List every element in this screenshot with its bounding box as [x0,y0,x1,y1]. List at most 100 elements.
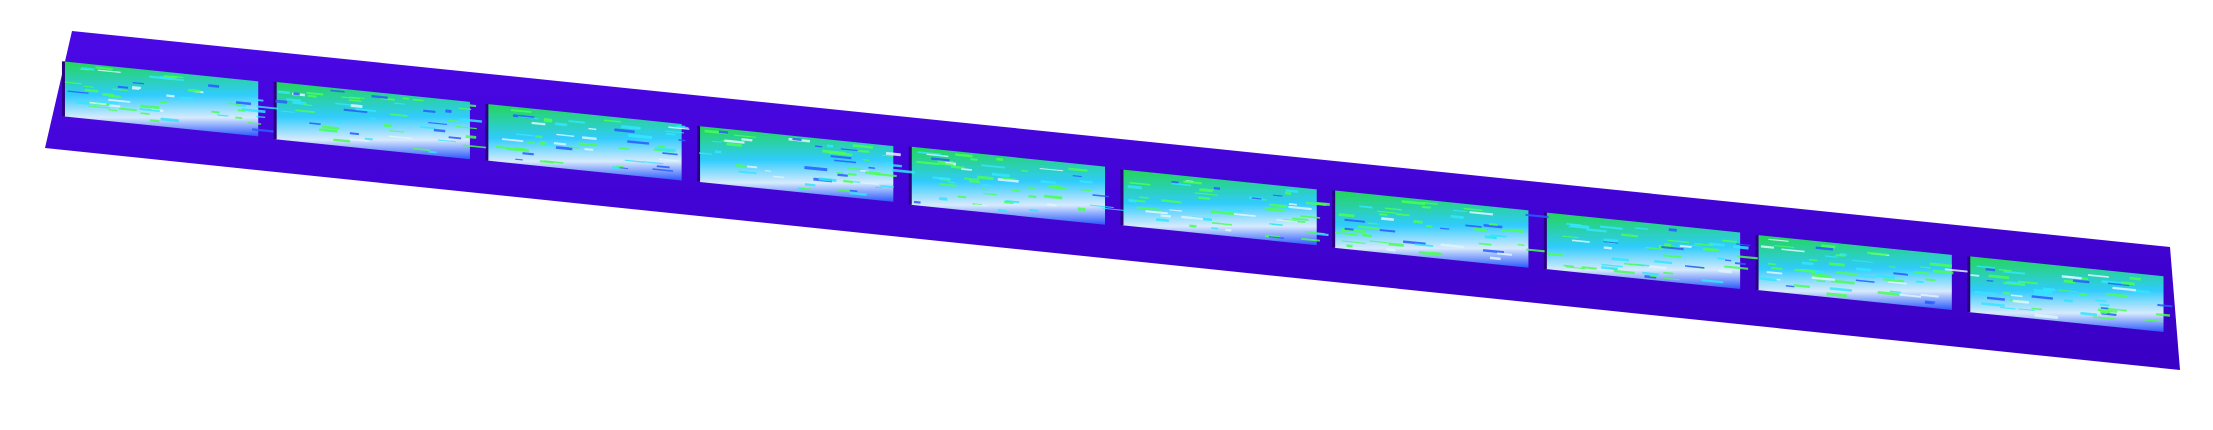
texture-stroke [1510,228,1524,233]
texture-stroke [1986,296,2005,301]
texture-stroke [318,128,338,133]
texture-stroke [1284,191,1292,195]
texture-stroke [1733,245,1749,250]
texture-stroke [1888,266,1896,268]
texture-stroke [1875,274,1896,279]
relief-segment [1968,256,2164,333]
texture-stroke [1092,194,1110,198]
texture-stroke [804,183,816,187]
texture-stroke [1925,278,1936,282]
texture-stroke [1883,278,1904,283]
texture-stroke [371,94,388,99]
texture-stroke [502,138,524,143]
texture-stroke [1156,218,1170,223]
texture-stroke [1684,265,1705,269]
texture-stroke [950,165,965,170]
texture-stroke [251,128,274,133]
texture-stroke [1771,266,1783,271]
texture-stroke [2017,280,2038,285]
texture-stroke [1171,180,1179,185]
texture-stroke [1642,271,1660,276]
texture-stroke [865,171,881,176]
texture-stroke [2031,307,2043,311]
texture-stroke [341,96,360,100]
texture-stroke [804,166,828,172]
texture-stroke [2120,281,2135,286]
texture-stroke [241,108,266,114]
texture-stroke [118,107,137,112]
relief-segment [1121,169,1317,246]
texture-stroke [618,147,629,150]
texture-stroke [891,168,915,174]
texture-stroke [1603,246,1612,250]
texture-stroke [1421,205,1431,209]
texture-stroke [1314,232,1329,237]
texture-stroke [1264,207,1285,213]
texture-stroke [80,67,95,71]
texture-stroke [1425,225,1433,228]
texture-stroke [303,104,312,107]
texture-stroke [306,91,324,96]
texture-stroke [518,116,539,120]
texture-stroke [1774,245,1794,248]
texture-stroke [1316,201,1330,206]
texture-stroke [1603,238,1618,243]
texture-stroke [847,172,857,176]
texture-stroke [1601,263,1623,268]
texture-stroke [1344,227,1354,231]
texture-stroke [1920,266,1932,269]
texture-stroke [131,87,140,90]
texture-stroke [1835,271,1858,276]
texture-stroke [624,159,645,163]
texture-stroke [1381,217,1394,222]
texture-stroke [463,144,487,149]
texture-stroke [746,165,758,169]
texture-stroke [211,110,220,114]
texture-stroke [1181,215,1204,221]
texture-stroke [1781,248,1805,253]
texture-stroke [1565,266,1586,270]
texture-stroke [2101,280,2122,285]
texture-stroke [1077,207,1086,212]
texture-stroke [1623,262,1645,267]
texture-stroke [1668,228,1677,232]
texture-stroke [309,122,321,126]
texture-stroke [1830,279,1855,285]
texture-stroke [102,92,115,97]
texture-stroke [1914,271,1930,275]
texture-stroke [95,66,113,71]
texture-stroke [972,203,983,206]
texture-stroke [292,100,307,106]
texture-stroke [286,98,302,102]
texture-stroke [665,130,685,134]
texture-stroke [1662,254,1682,259]
texture-stroke [1359,205,1373,209]
texture-stroke [1613,269,1635,275]
texture-stroke [1272,194,1283,197]
texture-stroke [459,118,483,123]
texture-stroke [64,81,82,85]
texture-stroke [1288,205,1312,211]
texture-stroke [1128,199,1137,203]
base-plate [45,31,2180,370]
texture-stroke [402,97,410,100]
texture-stroke [1924,302,1934,305]
texture-stroke [2100,306,2109,310]
texture-stroke [970,158,978,161]
texture-stroke [857,149,870,153]
texture-stroke [699,152,712,155]
texture-stroke [840,148,861,152]
texture-stroke [982,183,994,187]
texture-stroke [1269,223,1283,226]
texture-stroke [1649,274,1658,278]
texture-stroke [556,133,575,137]
texture-stroke [588,127,597,131]
texture-stroke [132,81,145,85]
texture-stroke [1189,224,1197,228]
texture-stroke [390,113,408,118]
texture-stroke [158,100,168,104]
texture-stroke [226,102,241,106]
texture-stroke [1817,273,1832,278]
texture-stroke [1194,192,1218,196]
texture-stroke [349,96,365,100]
